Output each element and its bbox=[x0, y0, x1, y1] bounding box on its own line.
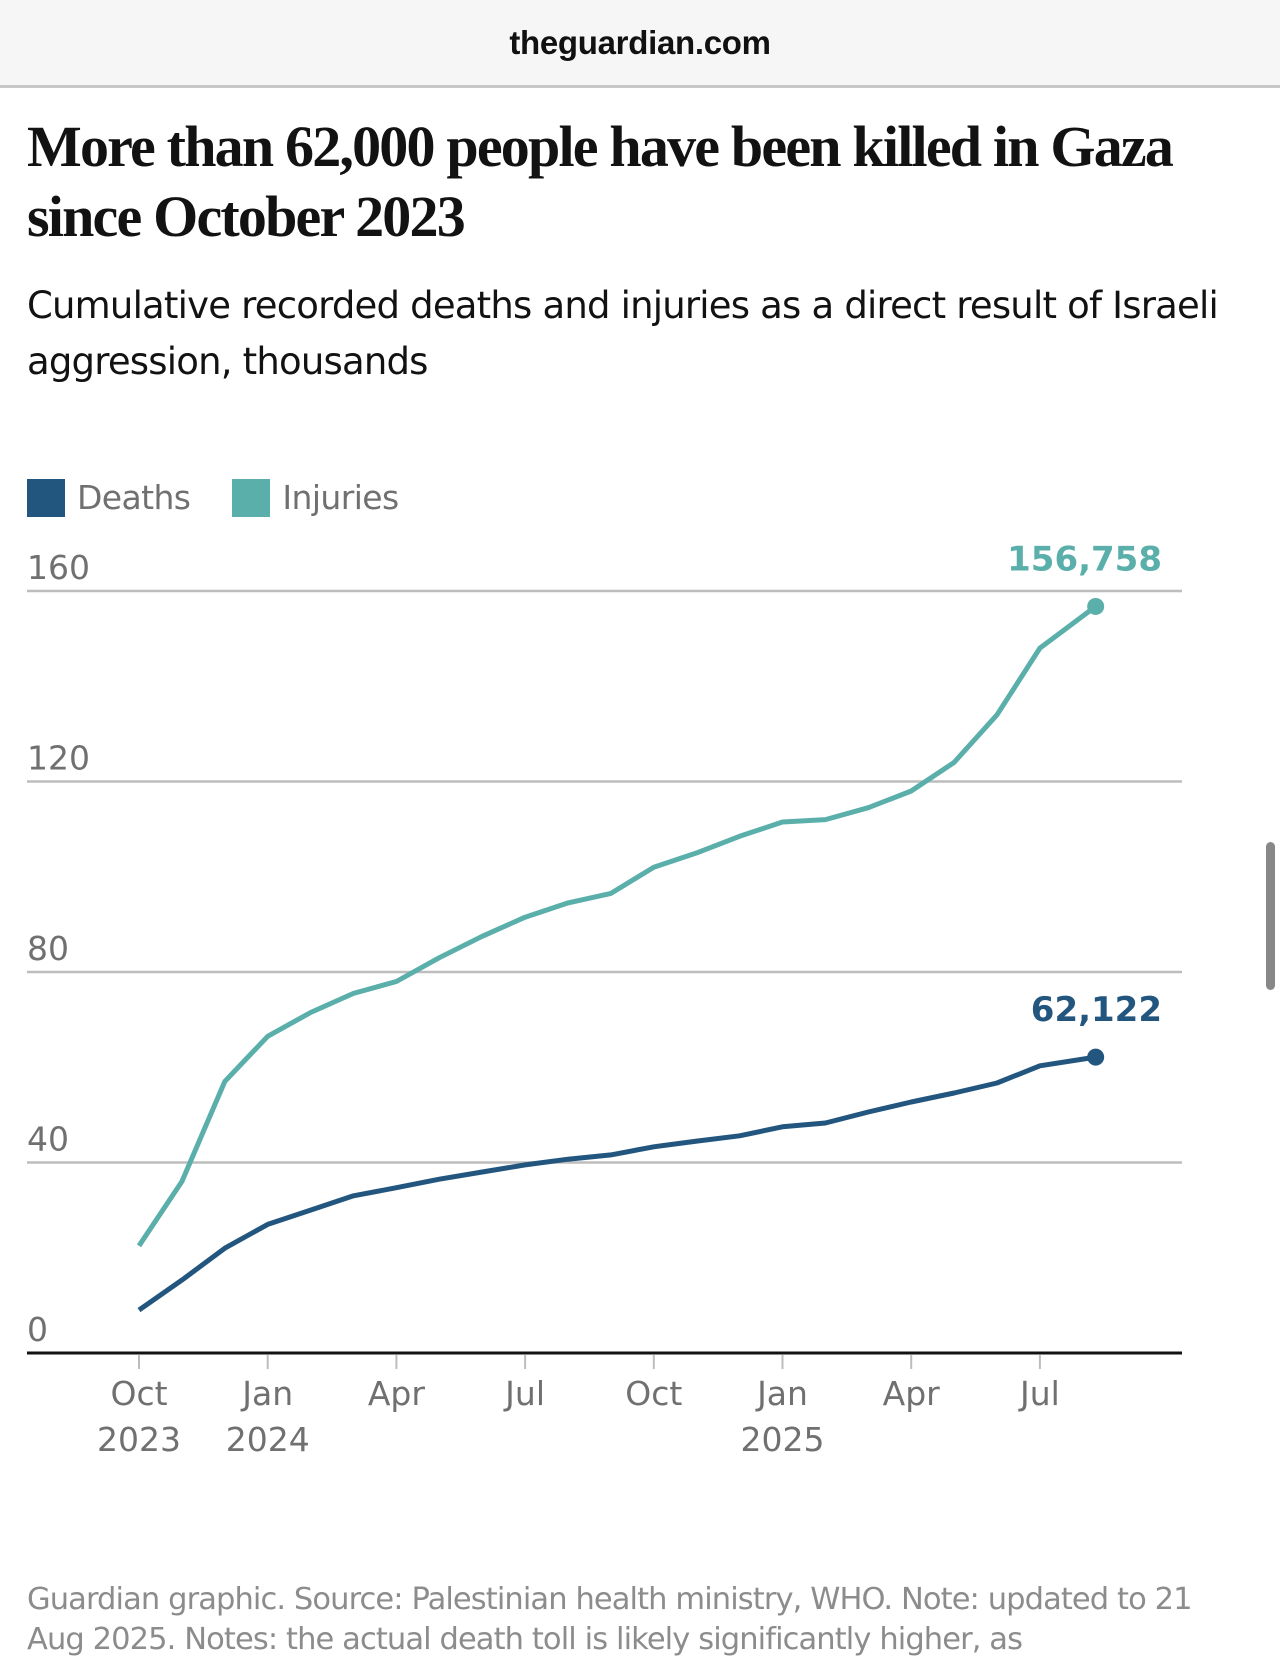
line-chart: 0 40 80 120 160 Oct 2023 Jan 2024 Apr Jul Oct Jan 20… bbox=[27, 539, 1182, 1459]
legend-item-injuries: Injuries bbox=[232, 478, 399, 517]
end-point-deaths bbox=[1087, 1048, 1105, 1066]
x-tick-year-label: 2024 bbox=[226, 1420, 310, 1459]
series-line-injuries bbox=[136, 604, 1098, 1248]
legend-swatch-injuries bbox=[232, 478, 271, 517]
legend-item-deaths: Deaths bbox=[27, 478, 191, 517]
x-tick-label: Jul bbox=[1018, 1374, 1060, 1413]
x-tick-label: Jan bbox=[755, 1374, 808, 1413]
page-scrollbar[interactable] bbox=[1266, 842, 1275, 990]
x-tick-label: Oct bbox=[110, 1374, 167, 1413]
series-line-deaths bbox=[137, 1054, 1097, 1313]
end-value-label-deaths: 62,122 bbox=[1031, 990, 1162, 1030]
browser-address-bar[interactable]: theguardian.com bbox=[0, 0, 1280, 88]
x-axis: Oct 2023 Jan 2024 Apr Jul Oct Jan 2025 Apr Jul bbox=[27, 1351, 1182, 1459]
legend-swatch-deaths bbox=[27, 478, 65, 517]
x-tick-label: Apr bbox=[883, 1374, 941, 1413]
y-axis-ticks: 0 40 80 120 160 bbox=[27, 548, 90, 1349]
legend-label-injuries: Injuries bbox=[282, 478, 399, 517]
y-tick-label: 0 bbox=[27, 1310, 48, 1349]
series-lines bbox=[136, 597, 1105, 1313]
end-point-injuries bbox=[1087, 597, 1105, 615]
y-tick-label: 40 bbox=[27, 1120, 69, 1159]
x-tick-label: Oct bbox=[625, 1374, 682, 1413]
end-value-label-injuries: 156,758 bbox=[1007, 539, 1162, 579]
x-tick-label: Jan bbox=[240, 1374, 293, 1413]
source-footnote: Guardian graphic. Source: Palestinian he… bbox=[27, 1582, 1193, 1657]
chart-legend: Deaths Injuries bbox=[27, 478, 441, 517]
y-tick-label: 160 bbox=[27, 548, 90, 587]
end-value-labels: 62,122 156,758 bbox=[1007, 539, 1162, 1030]
gridlines bbox=[27, 589, 1182, 1164]
chart-subtitle: Cumulative recorded deaths and injuries … bbox=[27, 284, 1219, 383]
x-tick-label: Apr bbox=[368, 1374, 426, 1413]
legend-label-deaths: Deaths bbox=[77, 478, 191, 517]
x-tick-year-label: 2023 bbox=[97, 1420, 181, 1459]
y-tick-label: 80 bbox=[27, 929, 69, 968]
url-text: theguardian.com bbox=[509, 23, 771, 61]
y-tick-label: 120 bbox=[27, 739, 90, 778]
chart-title: More than 62,000 people have been killed… bbox=[27, 114, 1174, 249]
x-tick-year-label: 2025 bbox=[741, 1420, 825, 1459]
x-tick-label: Jul bbox=[503, 1374, 545, 1413]
